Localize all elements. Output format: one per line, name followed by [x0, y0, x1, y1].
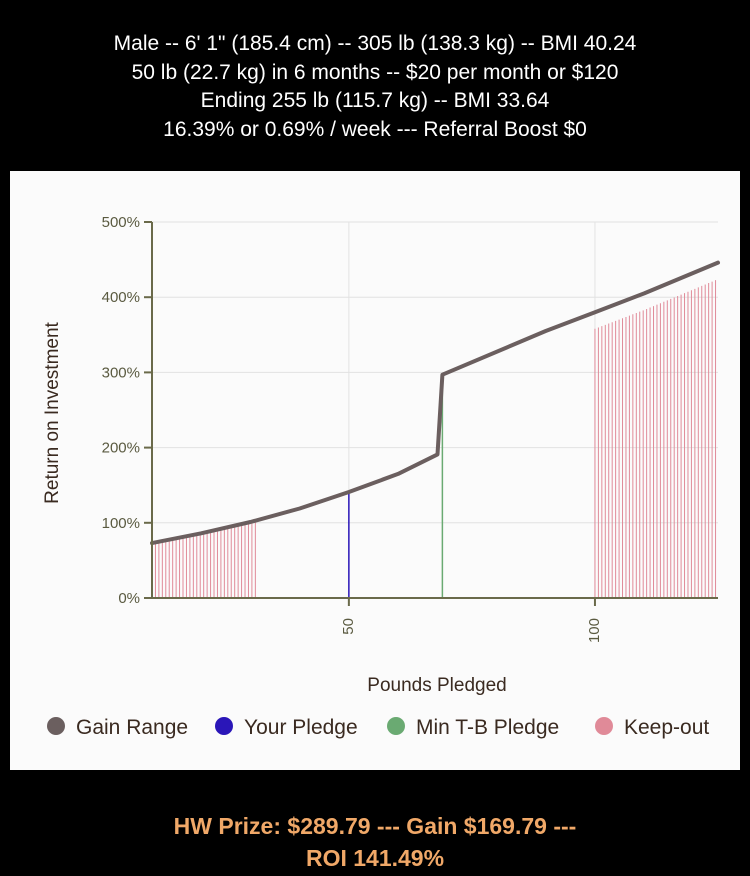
legend-label-min-t-b-pledge: Min T-B Pledge	[416, 716, 559, 739]
legend-swatch-gain-range	[47, 717, 65, 735]
legend-swatch-min-t-b-pledge	[387, 717, 405, 735]
y-tick-label: 100%	[102, 515, 140, 532]
legend-swatch-your-pledge	[215, 717, 233, 735]
keep-out-region	[151, 280, 717, 598]
summary-line-goal: 50 lb (22.7 kg) in 6 months -- $20 per m…	[131, 60, 619, 84]
y-axis-title: Return on Investment	[42, 321, 63, 503]
prize-footer: HW Prize: $289.79 --- Gain $169.79 --- R…	[0, 810, 750, 874]
summary-line-profile: Male -- 6' 1" (185.4 cm) -- 305 lb (138.…	[113, 32, 637, 55]
legend: Gain Range Your Pledge Min T-B Pledge Keep-…	[47, 716, 709, 739]
roi-chart: 0% 100% 200% 300% 400% 500% 50 100 Pounds Pledge…	[42, 214, 720, 739]
y-tick-label: 400%	[102, 289, 140, 306]
gain-range-series	[150, 260, 720, 546]
legend-label-keep-out: Keep-out	[624, 716, 709, 739]
x-tick-label: 100	[586, 618, 603, 643]
summary-line-ending: Ending 255 lb (115.7 kg) -- BMI 33.64	[200, 89, 550, 112]
y-tick-label: 300%	[102, 364, 140, 381]
chart-panel: 0% 100% 200% 300% 400% 500% 50 100 Pounds Pledge…	[10, 171, 740, 770]
x-axis-title: Pounds Pledged	[367, 675, 506, 696]
gain-range-line	[150, 260, 720, 546]
y-tick-label: 500%	[102, 214, 140, 231]
y-tick-label: 0%	[118, 590, 140, 607]
y-tick-label: 200%	[102, 440, 140, 457]
axes: 0% 100% 200% 300% 400% 500% 50 100 Pounds Pledge…	[42, 214, 718, 696]
legend-swatch-keep-out	[595, 717, 613, 735]
grid	[152, 221, 718, 598]
prize-summary: HW Prize: $289.79 --- Gain $169.79 ---	[173, 813, 577, 839]
summary-header: Male -- 6' 1" (185.4 cm) -- 305 lb (138.…	[0, 30, 750, 144]
pledge-markers	[348, 374, 444, 598]
legend-label-gain-range: Gain Range	[76, 716, 188, 739]
roi-summary: ROI 141.49%	[305, 845, 445, 871]
x-tick-label: 50	[340, 618, 357, 635]
summary-line-rate: 16.39% or 0.69% / week --- Referral Boos…	[163, 117, 587, 141]
legend-label-your-pledge: Your Pledge	[244, 716, 358, 739]
